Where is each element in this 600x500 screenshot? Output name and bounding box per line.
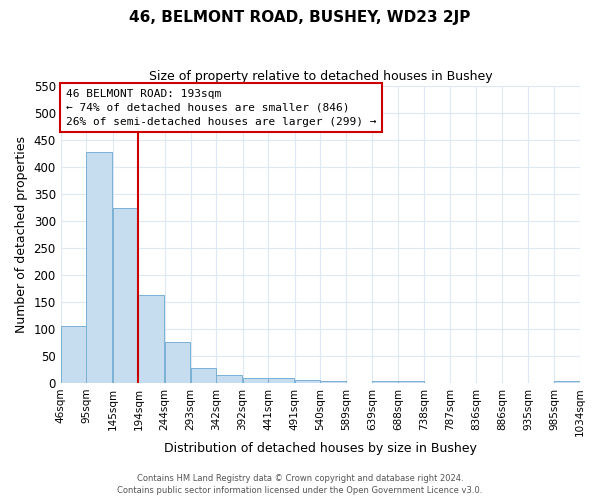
Bar [242,378,268,383]
Bar [191,368,216,383]
Bar [295,380,320,383]
Bar [320,382,346,383]
Text: 46, BELMONT ROAD, BUSHEY, WD23 2JP: 46, BELMONT ROAD, BUSHEY, WD23 2JP [130,10,470,25]
Bar [554,382,580,383]
Bar [139,296,164,383]
Bar [398,382,424,383]
Text: Contains HM Land Registry data © Crown copyright and database right 2024.
Contai: Contains HM Land Registry data © Crown c… [118,474,482,495]
Text: 46 BELMONT ROAD: 193sqm
← 74% of detached houses are smaller (846)
26% of semi-d: 46 BELMONT ROAD: 193sqm ← 74% of detache… [66,88,376,126]
Bar [113,208,138,383]
Bar [86,152,112,383]
Bar [61,326,86,383]
Bar [216,376,242,383]
Bar [268,378,294,383]
Title: Size of property relative to detached houses in Bushey: Size of property relative to detached ho… [149,70,492,83]
Y-axis label: Number of detached properties: Number of detached properties [15,136,28,333]
Bar [165,342,190,383]
Bar [373,382,398,383]
X-axis label: Distribution of detached houses by size in Bushey: Distribution of detached houses by size … [164,442,477,455]
